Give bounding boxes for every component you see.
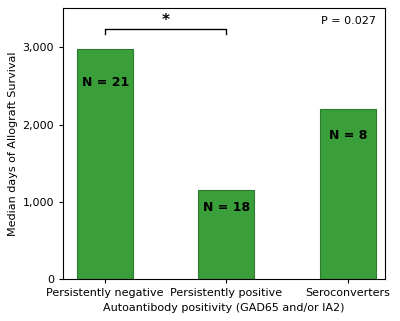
Bar: [320, 109, 376, 280]
Text: N = 21: N = 21: [82, 76, 129, 89]
Text: *: *: [162, 13, 170, 28]
Text: N = 8: N = 8: [329, 129, 367, 143]
Text: P = 0.027: P = 0.027: [320, 16, 376, 26]
Bar: [77, 48, 133, 280]
X-axis label: Autoantibody positivity (GAD65 and/or IA2): Autoantibody positivity (GAD65 and/or IA…: [104, 303, 345, 313]
Text: N = 18: N = 18: [203, 201, 250, 214]
Bar: [198, 190, 254, 280]
Y-axis label: Median days of Allograft Survival: Median days of Allograft Survival: [8, 52, 18, 236]
